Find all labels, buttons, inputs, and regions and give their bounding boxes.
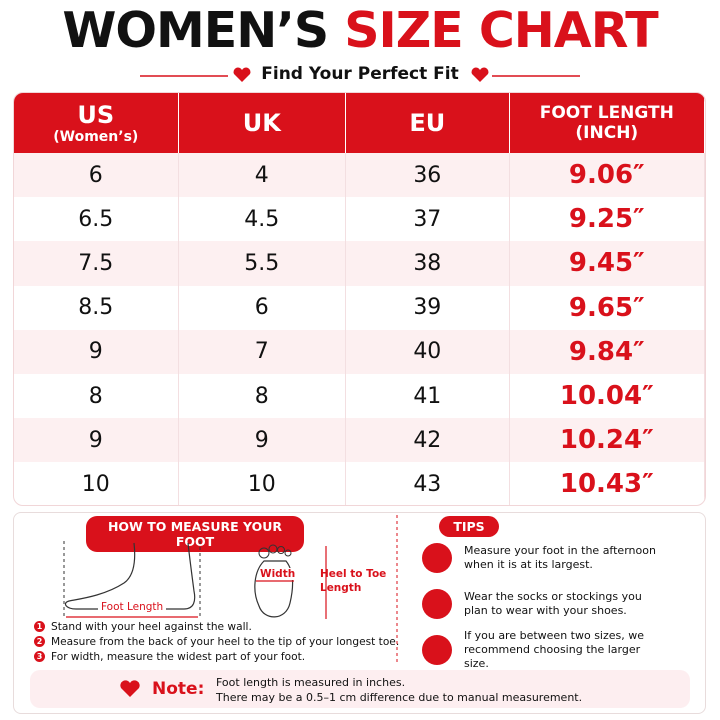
tip-text: Measure your foot in the afternoon when … — [464, 544, 656, 571]
table-cell: 10 — [179, 462, 347, 505]
foot-diagrams — [63, 541, 327, 619]
subtitle: Find Your Perfect Fit — [261, 64, 459, 84]
table-cell: 9 — [14, 329, 179, 374]
table-row: 9 9 42 10.24″ — [14, 418, 705, 463]
table-cell: 8 — [179, 373, 347, 419]
table-cell: 5.5 — [179, 241, 347, 286]
column-label: FOOT LENGTH — [539, 103, 674, 123]
table-row: 8.5 6 39 9.65″ — [14, 285, 705, 330]
divider — [396, 515, 398, 665]
table-cell: 42 — [346, 418, 510, 463]
table-row: 9 7 40 9.84″ — [14, 329, 705, 374]
table-cell: 41 — [346, 373, 510, 419]
measure-title: HOW TO MEASURE YOUR FOOT — [86, 516, 304, 552]
table-cell: 10 — [14, 462, 179, 505]
tip: Measure your foot in the afternoon when … — [422, 535, 692, 581]
step-number: 3 — [34, 651, 45, 662]
table-cell: 6 — [179, 285, 347, 330]
info-panel: HOW TO MEASURE YOUR FOOT Foot Length Wid… — [13, 512, 706, 714]
header-row: US (Women’s) UK EU FOOT LENGTH (INCH) — [14, 93, 705, 153]
table-cell: 43 — [346, 462, 510, 505]
header-cell: FOOT LENGTH (INCH) — [510, 93, 705, 153]
table-cell: 6.5 — [14, 197, 179, 242]
title-black: WOMEN’S — [62, 2, 329, 59]
table-row: 7.5 5.5 38 9.45″ — [14, 241, 705, 286]
table-row: 6 4 36 9.06″ — [14, 153, 705, 198]
step-text: For width, measure the widest part of yo… — [51, 650, 306, 663]
title-red: SIZE CHART — [344, 2, 658, 59]
table-cell: 7 — [179, 329, 347, 374]
table-cell: 9 — [179, 418, 347, 463]
note-text: Foot length is measured in inches. There … — [216, 675, 686, 705]
table-cell: 9.84″ — [510, 329, 705, 374]
table-cell: 7.5 — [14, 241, 179, 286]
table-row: 10 10 43 10.43″ — [14, 462, 705, 505]
step-text: Stand with your heel against the wall. — [51, 620, 252, 633]
table-cell: 6 — [14, 153, 179, 198]
table-cell: 9.45″ — [510, 241, 705, 286]
table-cell: 9 — [14, 418, 179, 463]
table-cell: 38 — [346, 241, 510, 286]
tips-title: TIPS — [439, 516, 499, 537]
width-label: Width — [260, 568, 296, 580]
table-row: 6.5 4.5 37 9.25″ — [14, 197, 705, 242]
heel-to-toe-label: Heel to Toe Length — [320, 568, 387, 594]
steps: 1 Stand with your heel against the wall. 2… — [34, 619, 404, 664]
table-cell: 40 — [346, 329, 510, 374]
table-cell: 10.24″ — [510, 418, 705, 463]
title: WOMEN’S SIZE CHART — [0, 2, 720, 59]
tip: If you are between two sizes, we recomme… — [422, 627, 692, 673]
header-cell: US (Women’s) — [14, 93, 179, 153]
column-label: US — [77, 101, 115, 129]
table-cell: 36 — [346, 153, 510, 198]
step-text: Measure from the back of your heel to th… — [51, 635, 400, 648]
table-cell: 9.65″ — [510, 285, 705, 330]
table-cell: 39 — [346, 285, 510, 330]
note-box: Note: Foot length is measured in inches.… — [30, 670, 690, 708]
column-sublabel: (INCH) — [575, 123, 639, 143]
table-row: 8 8 41 10.04″ — [14, 373, 705, 419]
note-heart — [120, 680, 140, 697]
column-label: UK — [242, 109, 281, 137]
tip-icon — [422, 589, 452, 619]
table-body: 6 4 36 9.06″ 6.5 4.5 37 9.25″ 7.5 5.5 38 9.45″ 8.5 6 3… — [14, 153, 705, 505]
table-cell: 10.04″ — [510, 373, 705, 419]
step: 2 Measure from the back of your heel to t… — [34, 634, 404, 649]
column-sublabel: (Women’s) — [53, 129, 139, 145]
column-label: EU — [409, 109, 446, 137]
size-table: US (Women’s) UK EU FOOT LENGTH (INCH) 6 4 36 9.06… — [13, 92, 706, 506]
tip: Wear the socks or stockings you plan to … — [422, 581, 692, 627]
table-cell: 10.43″ — [510, 462, 705, 505]
table-cell: 9.06″ — [510, 153, 705, 198]
table-cell: 4.5 — [179, 197, 347, 242]
foot-length-label: Foot Length — [98, 601, 167, 613]
tip-text: If you are between two sizes, we recomme… — [464, 629, 645, 670]
header-cell: UK — [179, 93, 347, 153]
note-label: Note: — [152, 679, 205, 699]
table-cell: 37 — [346, 197, 510, 242]
tip-text: Wear the socks or stockings you plan to … — [464, 590, 642, 617]
tips-list: Measure your foot in the afternoon when … — [422, 535, 692, 673]
tip-icon — [422, 543, 452, 573]
tip-icon — [422, 635, 452, 665]
table-cell: 8.5 — [14, 285, 179, 330]
table-cell: 9.25″ — [510, 197, 705, 242]
subtitle-deco — [140, 67, 580, 82]
step-number: 2 — [34, 636, 45, 647]
step: 3 For width, measure the widest part of y… — [34, 649, 404, 664]
table-cell: 8 — [14, 373, 179, 419]
note-line: There may be a 0.5–1 cm difference due t… — [216, 691, 583, 704]
header-cell: EU — [346, 93, 510, 153]
step-number: 1 — [34, 621, 45, 632]
note-line: Foot length is measured in inches. — [216, 676, 406, 689]
table-cell: 4 — [179, 153, 347, 198]
step: 1 Stand with your heel against the wall. — [34, 619, 404, 634]
